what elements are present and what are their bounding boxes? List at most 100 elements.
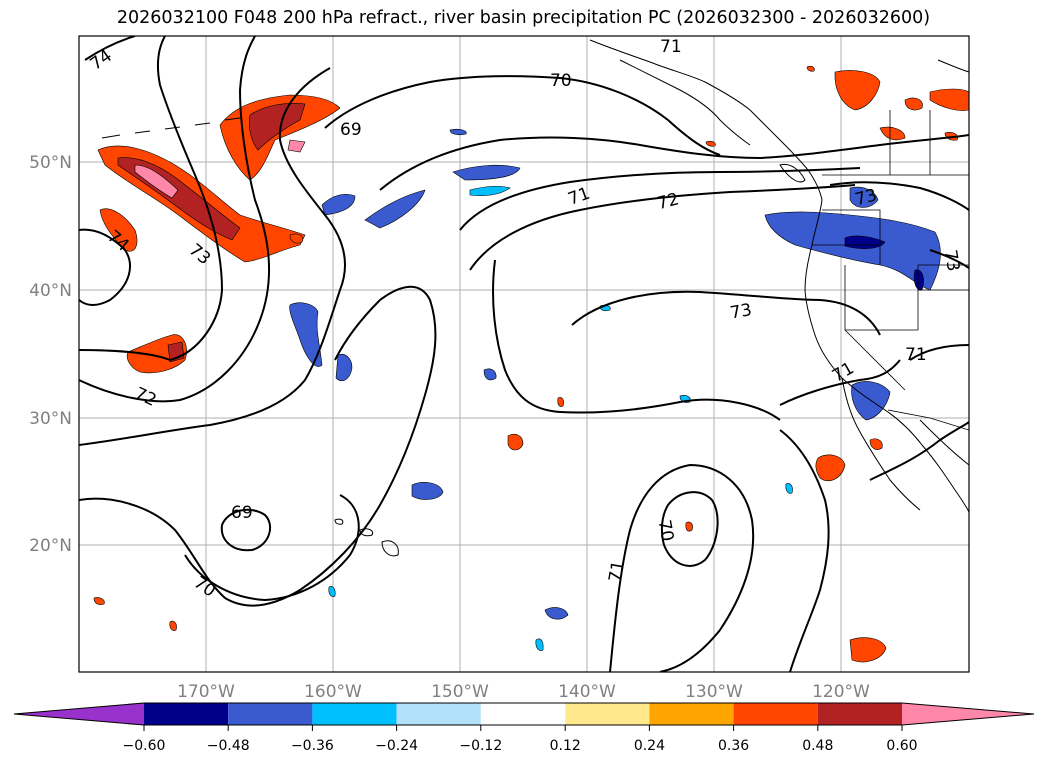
contour-73: [79, 36, 224, 362]
border-state-4: [917, 265, 969, 330]
border-canada-prov: [889, 110, 931, 175]
map-title: 2026032100 F048 200 hPa refract., river …: [116, 8, 931, 28]
anomaly-neg-pacific-band: [452, 164, 521, 181]
map-frame: [78, 35, 970, 673]
colorbar-tick-label: −0.60: [123, 738, 166, 754]
border-state-1: [822, 209, 881, 265]
contour-71-south: [609, 463, 755, 672]
map-panel: [79, 36, 969, 672]
colorbar-segment: [565, 703, 650, 725]
anomaly-small-3: [685, 521, 693, 532]
colorbar-tick-label: 0.12: [550, 738, 581, 754]
colorbar-extend-low: [14, 703, 144, 725]
lon-label-170w: 170°W: [177, 682, 235, 702]
anomaly-gulf-alaska-peak: [134, 164, 179, 199]
coastline-baja: [841, 377, 921, 511]
anomaly-bc-coast: [904, 97, 923, 111]
contour-74-north: [84, 36, 136, 61]
contour-72: [79, 36, 271, 403]
contour-71-snake: [492, 259, 781, 421]
anomaly-neg-pacific-band-2: [364, 189, 426, 229]
lat-label-50n: 50°N: [29, 153, 72, 173]
anomaly-neg-canada: [849, 186, 879, 208]
contour-71-west: [79, 67, 346, 446]
anomaly-west-edge: [99, 208, 138, 252]
lat-label-20n: 20°N: [29, 536, 72, 556]
latitude-labels: 50°N 40°N 30°N 20°N: [29, 153, 72, 556]
contour-72-south: [779, 429, 830, 672]
contour-label-69-south: 69: [231, 503, 253, 523]
political-boundaries: [812, 110, 969, 431]
contour-label-70-south: 70: [654, 518, 677, 543]
lon-label-150w: 150°W: [431, 682, 489, 702]
colorbar-tick-label: −0.36: [291, 738, 334, 754]
contour-label-69-north: 69: [340, 120, 362, 140]
contour-label-73-edge: 73: [940, 248, 963, 273]
coastline-hawaii-3: [381, 540, 399, 557]
coastline-mexico: [919, 419, 969, 466]
colorbar-ticks: [143, 725, 903, 731]
lat-label-30n: 30°N: [29, 409, 72, 429]
colorbar-tick-label: −0.48: [207, 738, 250, 754]
anomaly-neg-vertical-2: [335, 353, 353, 381]
colorbar-extend-high: [902, 703, 1034, 725]
lon-label-130w: 130°W: [685, 682, 743, 702]
colorbar-tick-label: 0.36: [718, 738, 749, 754]
coastline-hudson: [937, 59, 969, 73]
anomaly-neg-us-west-core: [844, 235, 886, 249]
colorbar-tick-label: 0.48: [802, 738, 833, 754]
anomaly-subtropical-east: [815, 454, 846, 482]
anomaly-neg-south-2: [535, 638, 544, 651]
contour-69-outer: [184, 494, 360, 602]
colorbar: −0.60 −0.48 −0.36 −0.24 −0.12 0.12 0.24 …: [13, 702, 1035, 754]
contour-70-mid: [379, 134, 969, 191]
anomaly-canada-interior: [929, 88, 969, 111]
anomaly-hawaii-north: [507, 433, 524, 451]
border-state-6: [844, 329, 906, 391]
contour-73-east: [571, 290, 881, 336]
colorbar-tick-label: 0.60: [886, 738, 917, 754]
contour-73-east-edge: [929, 249, 969, 269]
contour-72-se: [869, 421, 969, 481]
anomaly-baja-south: [849, 637, 887, 663]
colorbar-segment: [480, 703, 566, 725]
anomaly-neg-vertical-1: [289, 302, 323, 367]
anomaly-neg-pacific-band-3: [321, 194, 356, 216]
coastline-alaska-inner: [619, 59, 751, 146]
colorbar-segment: [228, 703, 313, 725]
coastline-hawaii-1: [334, 518, 344, 525]
contour-71-east-low: [909, 344, 969, 361]
colorbar-segment: [144, 703, 229, 725]
longitude-labels: 170°W 160°W 150°W 140°W 130°W 120°W: [177, 682, 870, 702]
contour-71-mid: [459, 167, 861, 231]
anomaly-neg-pacific-band-4: [469, 185, 511, 197]
lon-label-160w: 160°W: [304, 682, 362, 702]
colorbar-tick-label: 0.24: [634, 738, 665, 754]
border-us-mexico: [887, 409, 969, 431]
lon-label-140w: 140°W: [558, 682, 616, 702]
refractivity-contours: [79, 36, 969, 672]
anomaly-neg-south-1: [544, 607, 569, 620]
contour-label-71-se: 71: [905, 345, 927, 365]
coastline-aleutians: [101, 117, 241, 139]
colorbar-segment: [396, 703, 481, 725]
anomaly-alaska-coast: [834, 70, 881, 111]
contour-label-71-top: 71: [660, 37, 682, 57]
anomaly-small-1: [289, 233, 303, 244]
contour-label-73-east: 73: [729, 300, 754, 323]
colorbar-tick-label: −0.12: [459, 738, 502, 754]
contour-72-mid: [469, 184, 856, 271]
anomaly-small-4: [557, 397, 564, 407]
anomaly-small-2: [869, 438, 883, 450]
coastline-vancouver-island: [779, 163, 806, 183]
anomaly-small-5: [93, 597, 105, 605]
anomaly-neg-south-3: [328, 586, 336, 597]
colorbar-segment: [733, 703, 818, 725]
lon-label-120w: 120°W: [812, 682, 870, 702]
contour-69-south: [220, 508, 272, 552]
anomaly-small-9: [705, 140, 716, 147]
anomaly-neg-east-pacific: [411, 482, 444, 500]
colorbar-segment: [649, 703, 734, 725]
positive-anomalies: [93, 65, 969, 663]
